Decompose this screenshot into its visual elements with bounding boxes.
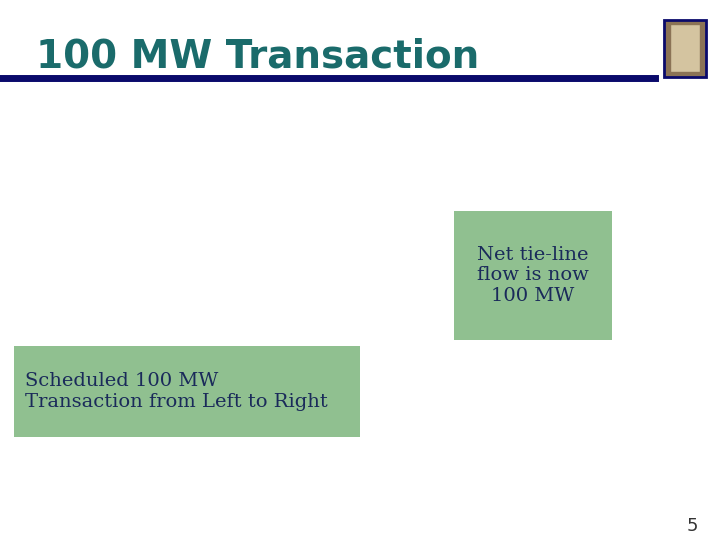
FancyBboxPatch shape <box>664 20 706 77</box>
Text: 100 MW Transaction: 100 MW Transaction <box>36 38 480 76</box>
FancyBboxPatch shape <box>454 211 612 340</box>
FancyBboxPatch shape <box>670 24 700 72</box>
Text: Net tie-line
flow is now
100 MW: Net tie-line flow is now 100 MW <box>477 246 589 305</box>
FancyBboxPatch shape <box>14 346 360 437</box>
Text: 5: 5 <box>687 517 698 535</box>
Text: Scheduled 100 MW
Transaction from Left to Right: Scheduled 100 MW Transaction from Left t… <box>25 372 328 411</box>
